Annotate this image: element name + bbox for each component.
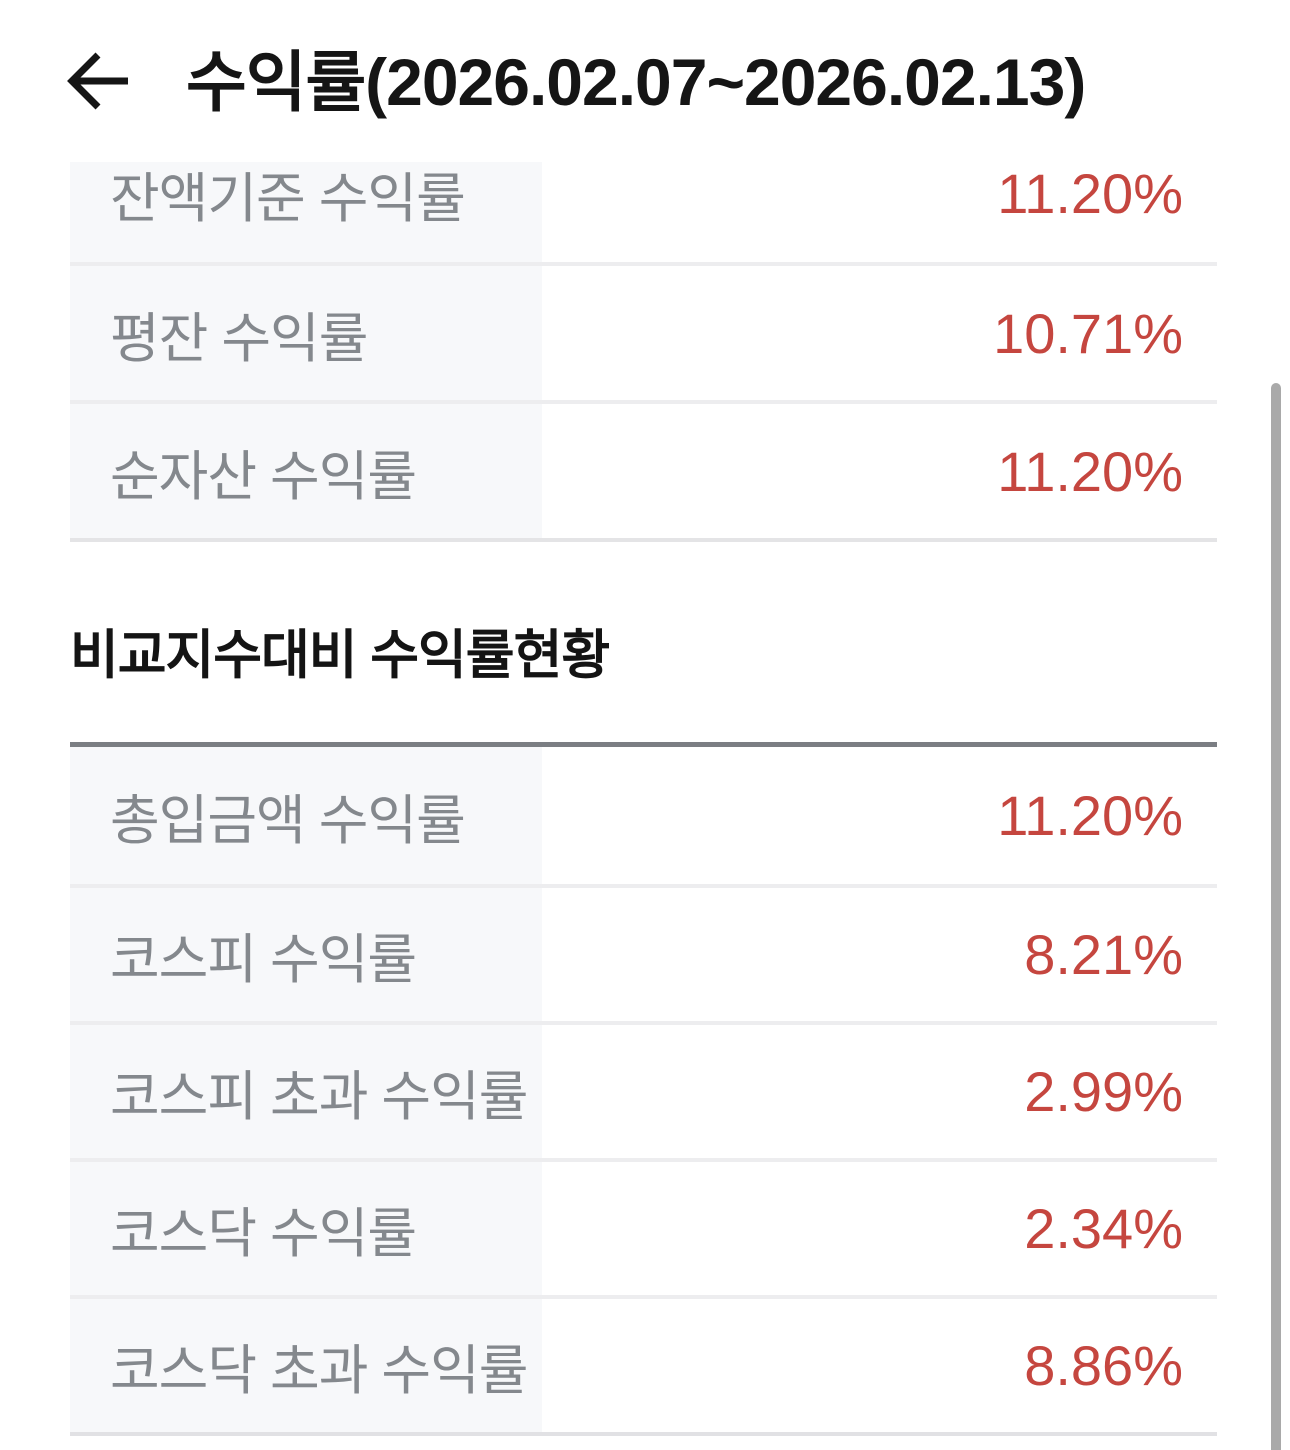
row-value: 8.86% <box>1024 1334 1183 1397</box>
vertical-scrollbar[interactable] <box>1271 383 1281 1450</box>
row-value: 10.71% <box>993 301 1183 365</box>
table-row: 코스닥 초과 수익률 8.86% <box>70 1295 1217 1432</box>
row-label: 잔액기준 수익률 <box>70 162 542 262</box>
table-row: 잔액기준 수익률 11.20% <box>70 162 1217 262</box>
row-label: 평잔 수익률 <box>70 266 542 400</box>
table-row: 코스피 수익률 8.21% <box>70 884 1217 1021</box>
left-arrow-icon <box>64 46 134 116</box>
table-row: 코스피 초과 수익률 2.99% <box>70 1021 1217 1158</box>
row-value: 2.99% <box>1024 1060 1183 1123</box>
row-label: 순자산 수익률 <box>70 404 542 538</box>
comparison-returns-table: 총입금액 수익률 11.20% 코스피 수익률 8.21% 코스피 초과 수익률… <box>70 742 1217 1436</box>
back-button[interactable] <box>64 46 134 116</box>
table-row: 총입금액 수익률 11.20% <box>70 747 1217 884</box>
table-row: 코스닥 수익률 2.34% <box>70 1158 1217 1295</box>
summary-returns-table: 잔액기준 수익률 11.20% 평잔 수익률 10.71% 순자산 수익률 11… <box>70 162 1217 542</box>
row-label: 코스닥 수익률 <box>70 1162 542 1295</box>
row-value: 2.34% <box>1024 1197 1183 1260</box>
page-title: 수익률(2026.02.07~2026.02.13) <box>186 45 1086 119</box>
row-value: 11.20% <box>997 439 1183 503</box>
row-label: 코스닥 초과 수익률 <box>70 1299 542 1432</box>
row-value: 11.20% <box>997 162 1183 225</box>
row-label: 총입금액 수익률 <box>70 747 542 884</box>
table-row: 평잔 수익률 10.71% <box>70 262 1217 400</box>
table-row: 순자산 수익률 11.20% <box>70 400 1217 538</box>
row-value: 8.21% <box>1024 923 1183 986</box>
row-value: 11.20% <box>997 784 1183 847</box>
row-label: 코스피 수익률 <box>70 888 542 1021</box>
row-label: 코스피 초과 수익률 <box>70 1025 542 1158</box>
comparison-section-title: 비교지수대비 수익률현황 <box>70 626 610 685</box>
